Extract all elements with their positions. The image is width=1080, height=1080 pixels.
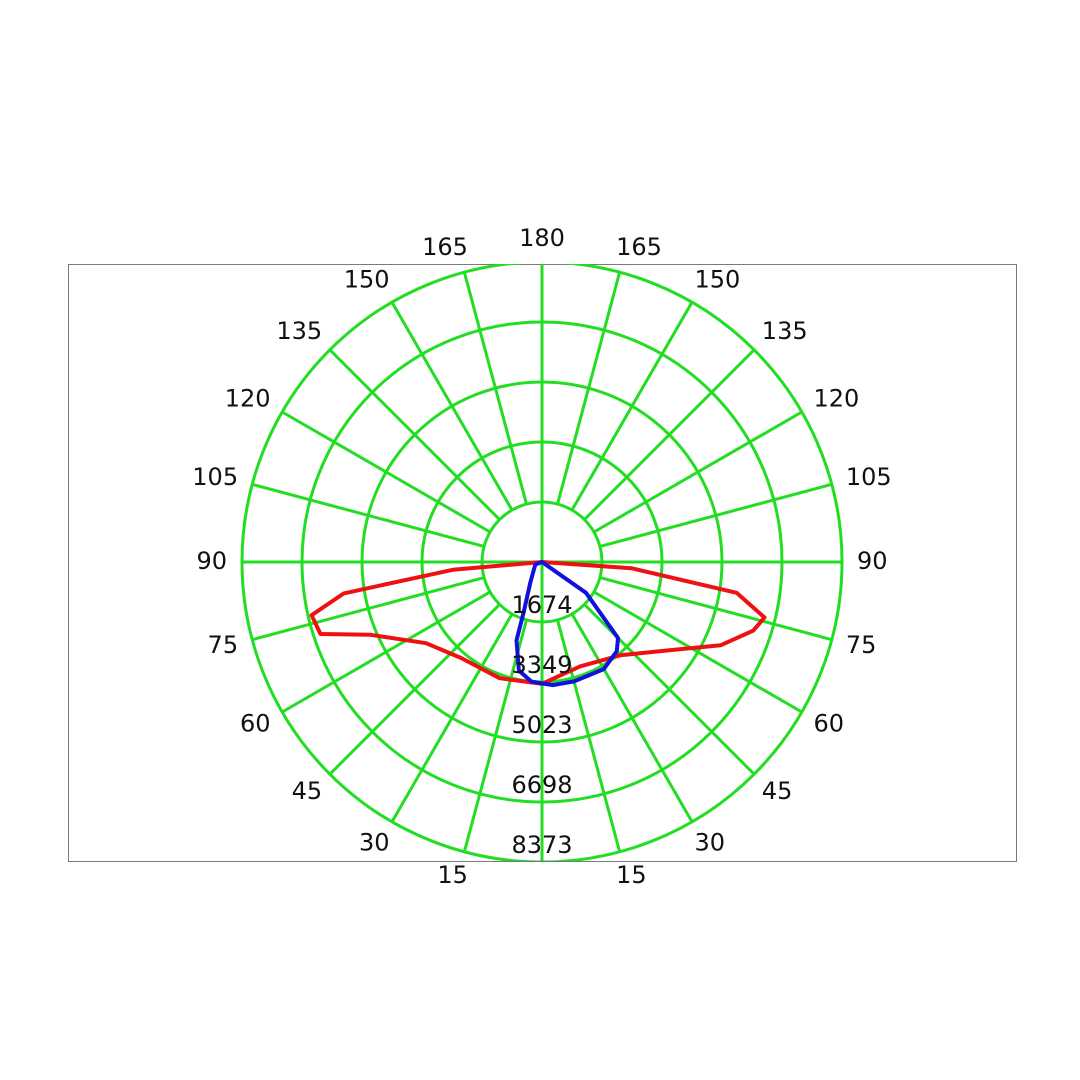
grid-spoke-15 xyxy=(556,619,622,853)
angle-label-left-120: 120 xyxy=(225,385,271,413)
radial-label-5: 8373 xyxy=(511,831,572,859)
grid-spoke-60 xyxy=(593,590,803,714)
grid-spoke-75 xyxy=(599,576,833,642)
grid-spoke-240 xyxy=(281,410,491,534)
angle-label-right-60: 60 xyxy=(814,710,845,738)
angle-label-left-60: 60 xyxy=(240,710,271,738)
grid-spoke-120 xyxy=(593,410,803,534)
angle-label-right-90: 90 xyxy=(857,547,888,575)
angle-label-left-30: 30 xyxy=(359,829,390,857)
angle-label-left-180: 180 xyxy=(519,224,565,252)
series-line-2 xyxy=(514,560,620,688)
angle-label-right-165: 165 xyxy=(616,233,662,261)
series-layer xyxy=(309,560,767,688)
grid-spoke-330 xyxy=(390,613,514,823)
angle-label-left-105: 105 xyxy=(192,463,238,491)
angle-label-left-150: 150 xyxy=(344,266,390,294)
angle-label-right-105: 105 xyxy=(846,463,892,491)
angle-label-right-45: 45 xyxy=(762,777,793,805)
angle-label-left-135: 135 xyxy=(276,317,322,345)
grid-spoke-210 xyxy=(390,301,514,511)
grid-spoke-135 xyxy=(583,348,756,521)
angle-label-left-90: 90 xyxy=(196,547,227,575)
angle-label-left-45: 45 xyxy=(292,777,323,805)
angle-label-left-165: 165 xyxy=(422,233,468,261)
grid-spoke-315 xyxy=(328,603,501,776)
grid-spoke-30 xyxy=(570,613,694,823)
grid-spoke-150 xyxy=(570,301,694,511)
angle-label-right-75: 75 xyxy=(846,631,877,659)
angle-label-right-150: 150 xyxy=(695,266,741,294)
angle-label-right-30: 30 xyxy=(695,829,726,857)
angle-label-right-120: 120 xyxy=(814,385,860,413)
angle-label-left-15: 15 xyxy=(437,861,468,889)
grid-spoke-105 xyxy=(599,482,833,548)
radial-label-4: 6698 xyxy=(511,771,572,799)
grid-spoke-255 xyxy=(251,482,485,548)
grid-spoke-225 xyxy=(328,348,501,521)
angle-label-right-15: 15 xyxy=(616,861,647,889)
radial-label-1: 1674 xyxy=(511,591,572,619)
angle-label-right-135: 135 xyxy=(762,317,808,345)
tick-labels: 180 165 150 135 120 105 90 75 60 45 30 15 165 150 135 1… xyxy=(192,224,891,889)
angle-label-left-75: 75 xyxy=(208,631,239,659)
grid-spoke-165 xyxy=(556,271,622,505)
grid-spoke-285 xyxy=(251,576,485,642)
grid-spoke-300 xyxy=(281,590,491,714)
grid-spoke-195 xyxy=(462,271,528,505)
radial-label-2: 3349 xyxy=(511,651,572,679)
radial-label-3: 5023 xyxy=(511,711,572,739)
